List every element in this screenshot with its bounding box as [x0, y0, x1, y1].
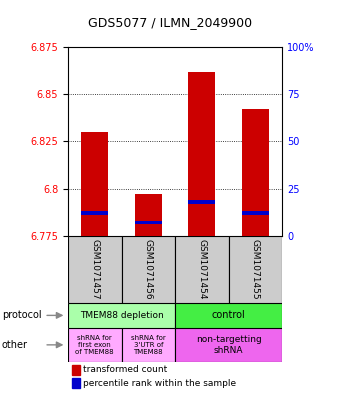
Bar: [72, 365, 80, 375]
Text: GSM1071454: GSM1071454: [198, 239, 206, 299]
Text: control: control: [212, 310, 245, 320]
Bar: [121, 328, 175, 362]
Text: GDS5077 / ILMN_2049900: GDS5077 / ILMN_2049900: [88, 16, 252, 29]
Text: other: other: [2, 340, 28, 350]
Bar: [72, 378, 80, 388]
Bar: [175, 236, 228, 303]
Bar: [81, 132, 108, 236]
Bar: [188, 200, 215, 204]
Bar: [135, 194, 162, 236]
Text: GSM1071455: GSM1071455: [251, 239, 260, 299]
Text: transformed count: transformed count: [83, 365, 168, 374]
Text: percentile rank within the sample: percentile rank within the sample: [83, 378, 236, 387]
Bar: [242, 211, 269, 215]
Text: TMEM88 depletion: TMEM88 depletion: [80, 311, 164, 320]
Text: non-targetting
shRNA: non-targetting shRNA: [196, 335, 261, 354]
Bar: [68, 236, 121, 303]
Text: GSM1071456: GSM1071456: [144, 239, 153, 299]
Text: shRNA for
first exon
of TMEM88: shRNA for first exon of TMEM88: [75, 335, 114, 355]
Bar: [242, 109, 269, 236]
Text: protocol: protocol: [2, 310, 41, 320]
Bar: [68, 303, 175, 328]
Bar: [68, 328, 121, 362]
Text: shRNA for
3'UTR of
TMEM88: shRNA for 3'UTR of TMEM88: [131, 335, 166, 355]
Bar: [228, 236, 282, 303]
Bar: [135, 221, 162, 224]
Bar: [81, 211, 108, 215]
Bar: [188, 72, 215, 236]
Bar: [175, 328, 282, 362]
Text: GSM1071457: GSM1071457: [90, 239, 99, 299]
Bar: [175, 303, 282, 328]
Bar: [121, 236, 175, 303]
